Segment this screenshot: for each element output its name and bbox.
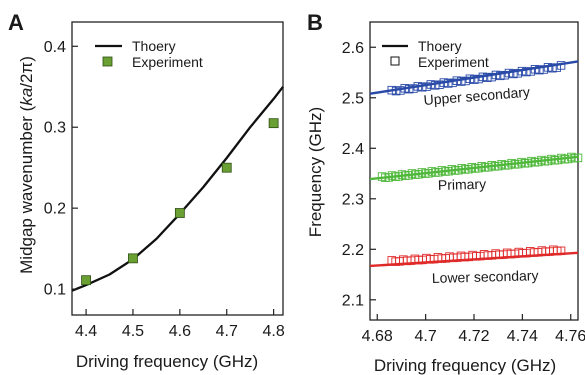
experiment-point-a xyxy=(268,118,279,129)
panel-b-legend: Thoery Experiment xyxy=(382,38,489,70)
a-y-tick-label: 0.2 xyxy=(44,201,66,218)
upper-secondary-experiment-point xyxy=(496,71,505,81)
panel-letter-b: B xyxy=(307,10,323,35)
a-y-tick-label: 0.3 xyxy=(44,120,66,137)
a-x-tick-label: 4.8 xyxy=(262,323,284,340)
a-x-tick-label: 4.6 xyxy=(169,323,191,340)
y-axis-title-a-pre: Midgap wavenumber ( xyxy=(17,105,36,274)
legend-experiment-marker xyxy=(102,56,113,67)
experiment-point-a xyxy=(174,208,185,218)
upper-secondary-theory-line xyxy=(369,60,579,95)
upper-secondary-experiment-point xyxy=(456,77,466,86)
b-x-tick-label: 4.74 xyxy=(507,328,538,345)
primary-theory-line xyxy=(369,155,579,181)
legend-experiment-label-b: Experiment xyxy=(418,54,489,70)
experiment-point-a xyxy=(221,162,232,173)
b-y-tick-label: 2.6 xyxy=(342,40,364,57)
upper-secondary-experiment-point xyxy=(487,72,496,82)
legend-theory-label: Thoery xyxy=(132,38,176,54)
x-axis-title-a: Driving frequency (GHz) xyxy=(76,352,258,371)
b-y-tick-label: 2.4 xyxy=(342,141,364,158)
b-x-tick-label: 4.7 xyxy=(415,328,437,345)
b-x-tick-label: 4.72 xyxy=(458,328,489,345)
upper-secondary-experiment-point xyxy=(483,73,492,82)
panel-a-marks xyxy=(71,21,284,316)
b-y-tick-label: 2.3 xyxy=(342,191,364,208)
upper-secondary-experiment-point xyxy=(500,70,509,80)
y-axis-title-a: Midgap wavenumber (ka/2π) xyxy=(17,56,36,274)
legend-experiment-label: Experiment xyxy=(132,54,203,70)
theory-curve-a xyxy=(71,86,284,292)
upper-secondary-experiment-point xyxy=(509,69,518,79)
a-x-tick-label: 4.7 xyxy=(216,323,238,340)
y-axis-title-b: Frequency (GHz) xyxy=(306,107,325,237)
upper-secondary-experiment-point xyxy=(448,78,457,88)
a-x-tick-label: 4.5 xyxy=(122,323,144,340)
y-axis-title-a-post: /2π) xyxy=(17,56,36,88)
b-x-tick-label: 4.68 xyxy=(362,328,393,345)
a-y-tick-label: 0.4 xyxy=(44,39,66,56)
upper-secondary-experiment-point xyxy=(443,79,453,88)
panel-b: B 4.68 4.7 4.72 4.74 4.762.12.22.32.42.52.6 … xyxy=(306,10,585,375)
label-primary: Primary xyxy=(438,176,487,193)
panel-a: A 4.4 4.5 4.6 4.7 4.8 0.1 0.2 0.3 0.4 Thoery Exp… xyxy=(8,10,285,371)
upper-secondary-experiment-point xyxy=(513,69,522,78)
upper-secondary-experiment-point xyxy=(474,74,483,84)
b-y-tick-label: 2.2 xyxy=(342,242,364,259)
a-plot-frame xyxy=(71,21,284,316)
a-y-tick-label: 0.1 xyxy=(44,282,66,299)
b-y-tick-label: 2.1 xyxy=(342,292,364,309)
upper-secondary-experiment-point xyxy=(461,76,470,86)
x-axis-title-b: Driving frequency (GHz) xyxy=(374,356,556,375)
upper-secondary-experiment-point xyxy=(469,75,479,84)
a-x-tick-label: 4.4 xyxy=(75,323,97,340)
experiment-point-a xyxy=(128,253,138,264)
y-axis-title-a-var: ka xyxy=(17,88,36,106)
legend-experiment-marker-b xyxy=(390,56,400,66)
panel-a-legend: Thoery Experiment xyxy=(95,38,203,70)
label-lower-secondary: Lower secondary xyxy=(432,267,539,286)
experiment-point-a xyxy=(81,275,91,286)
panel-b-ticks: 4.68 4.7 4.72 4.74 4.76 2.1 2.2 2.3 2.4 2.5 2.6 xyxy=(342,40,585,345)
lower-secondary-theory-line xyxy=(369,251,579,268)
panel-letter-a: A xyxy=(8,10,24,35)
panel-a-ticks: 4.4 4.5 4.6 4.7 4.8 0.1 0.2 0.3 0.4 xyxy=(44,39,285,340)
legend-theory-label-b: Thoery xyxy=(418,38,462,54)
b-x-tick-label: 4.76 xyxy=(555,328,585,345)
b-y-tick-label: 2.5 xyxy=(342,90,364,107)
